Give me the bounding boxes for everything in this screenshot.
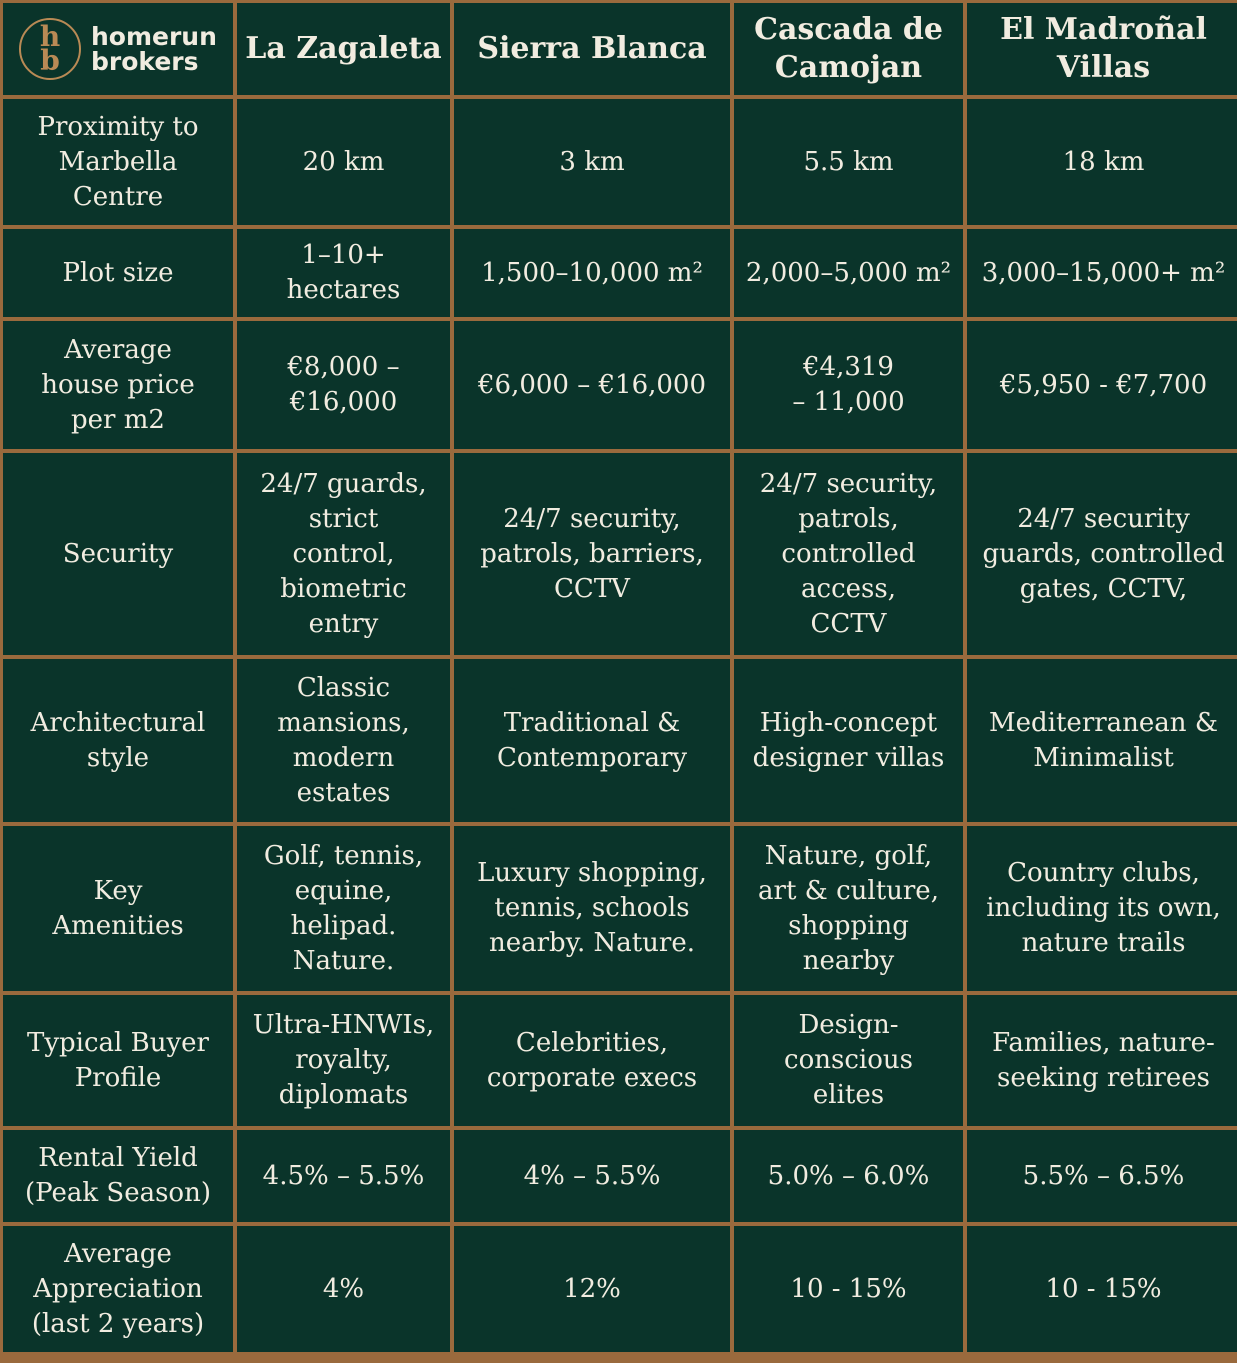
table-cell: 5.0% – 6.0%: [734, 1130, 963, 1222]
table-cell: 4%: [237, 1226, 450, 1352]
table-cell: Traditional & Contemporary: [454, 659, 730, 822]
logo-letter-h: h: [39, 20, 61, 53]
table-cell: €6,000 – €16,000: [454, 321, 730, 449]
table-cell: 24/7 security, patrols, controlled acces…: [734, 453, 963, 655]
table-cell: 10 - 15%: [967, 1226, 1237, 1352]
table-cell: Golf, tennis, equine, helipad. Nature.: [237, 826, 450, 991]
table-cell: Classic mansions, modern estates: [237, 659, 450, 822]
row-label: Architectural style: [3, 659, 233, 822]
table-cell: 3 km: [454, 99, 730, 225]
brand-logo: h b homerun brokers: [19, 18, 217, 80]
table-cell: 24/7 security, patrols, barriers, CCTV: [454, 453, 730, 655]
table-cell: Ultra-HNWIs, royalty, diplomats: [237, 995, 450, 1126]
brand-name: homerun brokers: [91, 22, 217, 76]
table-cell: 5.5 km: [734, 99, 963, 225]
table-cell: Design- conscious elites: [734, 995, 963, 1126]
table-cell: Luxury shopping, tennis, schools nearby.…: [454, 826, 730, 991]
table-cell: 18 km: [967, 99, 1237, 225]
row-label: Security: [3, 453, 233, 655]
table-cell: €4,319 – 11,000: [734, 321, 963, 449]
table-cell: 1–10+ hectares: [237, 229, 450, 317]
logo-letter-b: b: [40, 44, 60, 77]
row-label: Average house price per m2: [3, 321, 233, 449]
hb-monogram-icon: h b: [19, 18, 81, 80]
table-cell: 4.5% – 5.5%: [237, 1130, 450, 1222]
brand-logo-cell: h b homerun brokers: [3, 3, 233, 95]
row-label: Average Appreciation (last 2 years): [3, 1226, 233, 1352]
row-label: Proximity to Marbella Centre: [3, 99, 233, 225]
table-cell: 12%: [454, 1226, 730, 1352]
row-label: Plot size: [3, 229, 233, 317]
column-header: Cascada de Camojan: [734, 3, 963, 95]
table-cell: 3,000–15,000+ m²: [967, 229, 1237, 317]
table-cell: 2,000–5,000 m²: [734, 229, 963, 317]
table-cell: Country clubs, including its own, nature…: [967, 826, 1237, 991]
row-label: Typical Buyer Profile: [3, 995, 233, 1126]
table-cell: Nature, golf, art & culture, shopping ne…: [734, 826, 963, 991]
table-cell: 5.5% – 6.5%: [967, 1130, 1237, 1222]
table-cell: 1,500–10,000 m²: [454, 229, 730, 317]
row-label: Key Amenities: [3, 826, 233, 991]
row-label: Rental Yield (Peak Season): [3, 1130, 233, 1222]
column-header: Sierra Blanca: [454, 3, 730, 95]
table-cell: Families, nature- seeking retirees: [967, 995, 1237, 1126]
table-cell: 24/7 security guards, controlled gates, …: [967, 453, 1237, 655]
table-cell: 20 km: [237, 99, 450, 225]
table-cell: High-concept designer villas: [734, 659, 963, 822]
table-cell: 10 - 15%: [734, 1226, 963, 1352]
table-cell: Celebrities, corporate execs: [454, 995, 730, 1126]
table-cell: €5,950 - €7,700: [967, 321, 1237, 449]
table-cell: 4% – 5.5%: [454, 1130, 730, 1222]
table-cell: Mediterranean & Minimalist: [967, 659, 1237, 822]
column-header: La Zagaleta: [237, 3, 450, 95]
table-cell: €8,000 – €16,000: [237, 321, 450, 449]
column-header: El Madroñal Villas: [967, 3, 1237, 95]
table-cell: 24/7 guards, strict control, biometric e…: [237, 453, 450, 655]
